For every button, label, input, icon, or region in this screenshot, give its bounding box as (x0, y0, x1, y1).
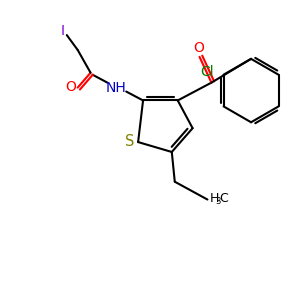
Text: I: I (61, 24, 65, 38)
Text: C: C (219, 192, 228, 205)
Text: O: O (65, 80, 76, 94)
Text: S: S (124, 134, 134, 148)
Text: O: O (193, 41, 204, 55)
Text: 3: 3 (215, 197, 221, 206)
Text: Cl: Cl (200, 65, 214, 79)
Text: NH: NH (106, 81, 127, 94)
Text: H: H (209, 192, 219, 205)
